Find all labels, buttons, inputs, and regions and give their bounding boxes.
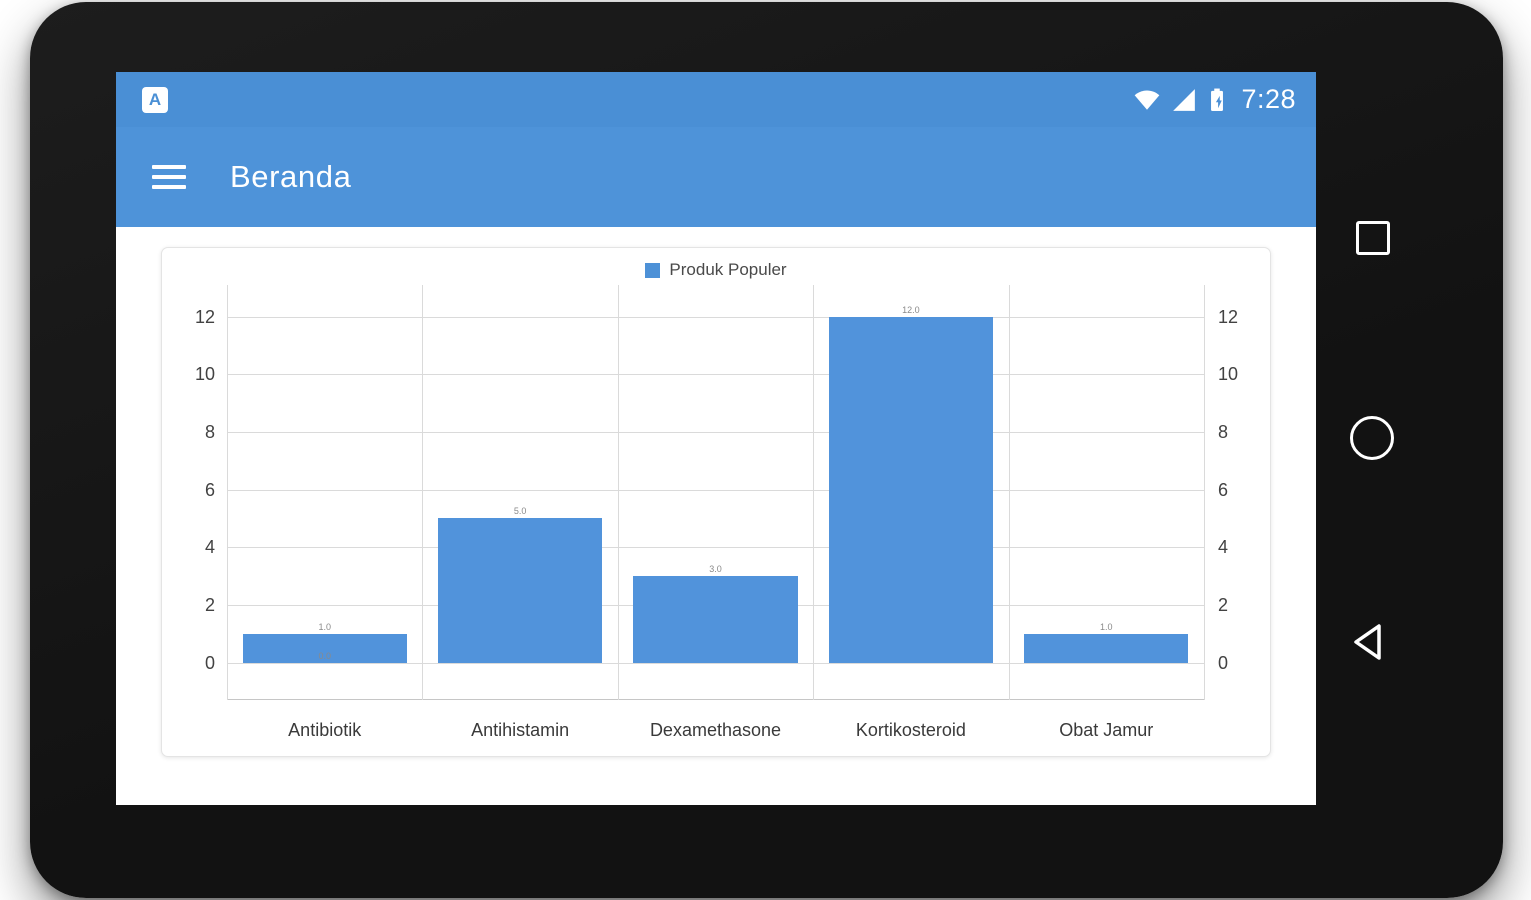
grid-line-vertical [617,285,619,700]
chart-bar[interactable] [828,316,993,663]
back-button[interactable] [1348,619,1394,665]
x-axis-label: Antibiotik [288,720,362,740]
wifi-icon [1135,89,1160,110]
x-axis-label: Obat Jamur [1059,720,1154,740]
grid-line-vertical [813,285,815,700]
y-axis-label-left: 0 [204,652,215,673]
page-title: Beranda [230,159,352,194]
y-axis-label-left: 10 [194,364,215,385]
chart-bar[interactable] [438,518,603,663]
y-axis-label-left: 6 [204,479,215,500]
status-bar-right: 7:28 [1132,84,1296,115]
y-axis-label-left: 8 [204,421,215,442]
plot-area: 0 0 2 2 4 4 6 6 8 8 10 10 12 12 1.0 Antibiotik 5.0 Antihi… [195,285,1238,740]
grid-line-horizontal [227,374,1204,376]
legend-swatch [645,262,661,278]
bar-value-label: 3.0 [709,564,722,575]
bar-value-label: 12.0 [902,304,920,315]
legend-label: Produk Populer [669,260,787,279]
x-axis-label: Kortikosteroid [855,720,966,740]
grid-line-horizontal [227,547,1204,549]
grid-line-vertical [1008,285,1010,700]
device-frame: A 7:28 Beranda [30,2,1503,898]
battery-charging-icon [1211,88,1224,111]
y-axis-label-right: 8 [1218,421,1229,442]
clock-time: 7:28 [1241,84,1296,114]
bar-value-label: 5.0 [513,506,527,517]
grid-line-horizontal [227,662,1204,664]
status-bar: A 7:28 [116,72,1316,127]
baseline-zero-label: 0.0 [318,650,331,661]
chart-bar[interactable] [633,576,798,663]
chart-card: Produk Populer 0 0 2 2 4 4 6 6 8 8 10 10 12 12 1.0 Anti… [161,247,1271,757]
content-area: Produk Populer 0 0 2 2 4 4 6 6 8 8 10 10 12 12 1.0 Anti… [116,227,1316,805]
x-axis-line [227,699,1204,700]
grid-line-vertical [227,285,228,700]
bar-value-label: 1.0 [1100,621,1113,632]
screen: A 7:28 Beranda [116,72,1316,805]
x-axis-label: Dexamethasone [649,720,782,740]
grid-line-horizontal [227,431,1204,433]
home-button[interactable] [1350,416,1394,460]
y-axis-label-right: 0 [1218,652,1229,673]
chart-bar[interactable] [242,633,407,663]
chart-legend: Produk Populer [162,260,1270,280]
app-bar: Beranda [116,127,1316,227]
y-axis-label-right: 10 [1218,364,1239,385]
recents-button[interactable] [1356,221,1390,255]
y-axis-label-left: 12 [194,306,215,327]
y-axis-label-left: 4 [204,537,215,558]
grid-line-vertical [1204,285,1205,700]
y-axis-label-right: 4 [1218,537,1229,558]
hamburger-menu-icon[interactable] [152,165,186,189]
notification-app-icon: A [142,86,168,113]
x-axis-label: Antihistamin [471,720,570,740]
y-axis-label-right: 6 [1218,479,1229,500]
grid-line-horizontal [227,316,1204,318]
grid-line-horizontal [227,489,1204,491]
chart-bar[interactable] [1024,633,1189,663]
y-axis-label-right: 12 [1218,306,1239,327]
cell-signal-icon [1173,88,1196,111]
y-axis-label-right: 2 [1218,594,1229,615]
grid-line-vertical [422,285,424,700]
bar-value-label: 1.0 [318,621,331,632]
y-axis-label-left: 2 [204,594,215,615]
